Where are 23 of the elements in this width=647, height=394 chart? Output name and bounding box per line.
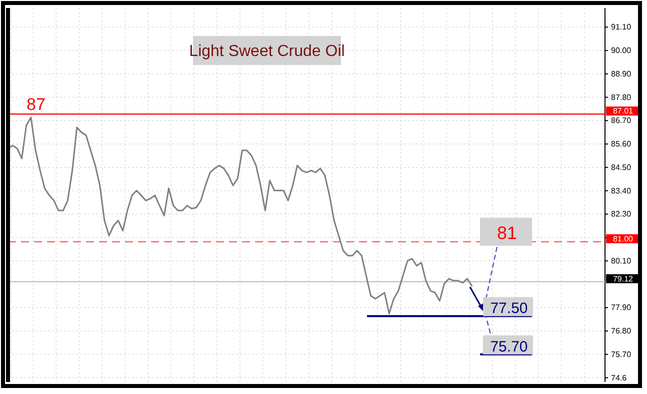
y-tick-label: 77.90 [611,303,632,312]
y-tick-label: 84.50 [611,162,632,172]
y-tick-label: 74.6 [611,373,628,382]
annotation: 77.50 [490,300,528,318]
y-tick-label: 83.40 [611,186,632,196]
y-tick-label: 90.00 [611,46,632,56]
y-tick-label: 91.10 [611,22,632,32]
y-tick-label: 82.30 [611,210,632,219]
ref-line-label: 79.12 [612,274,634,284]
annotation: 87 [26,95,46,114]
y-tick-label: 87.80 [611,92,632,102]
y-tick-label: 75.70 [611,350,632,359]
y-tick-label: 86.70 [611,116,632,126]
y-tick-label: 85.60 [611,140,632,149]
line-series [7,116,473,314]
ref-line-label: 81.00 [612,234,634,244]
annotation: 81 [496,222,518,243]
ref-line-label: 87.01 [612,106,634,116]
text: Light Sweet Crude Oil [189,43,345,60]
annotation: 75.70 [490,338,528,356]
y-tick-label: 76.80 [611,326,632,336]
y-tick-label: 80.10 [611,256,632,266]
y-tick-label: 88.90 [611,69,632,78]
